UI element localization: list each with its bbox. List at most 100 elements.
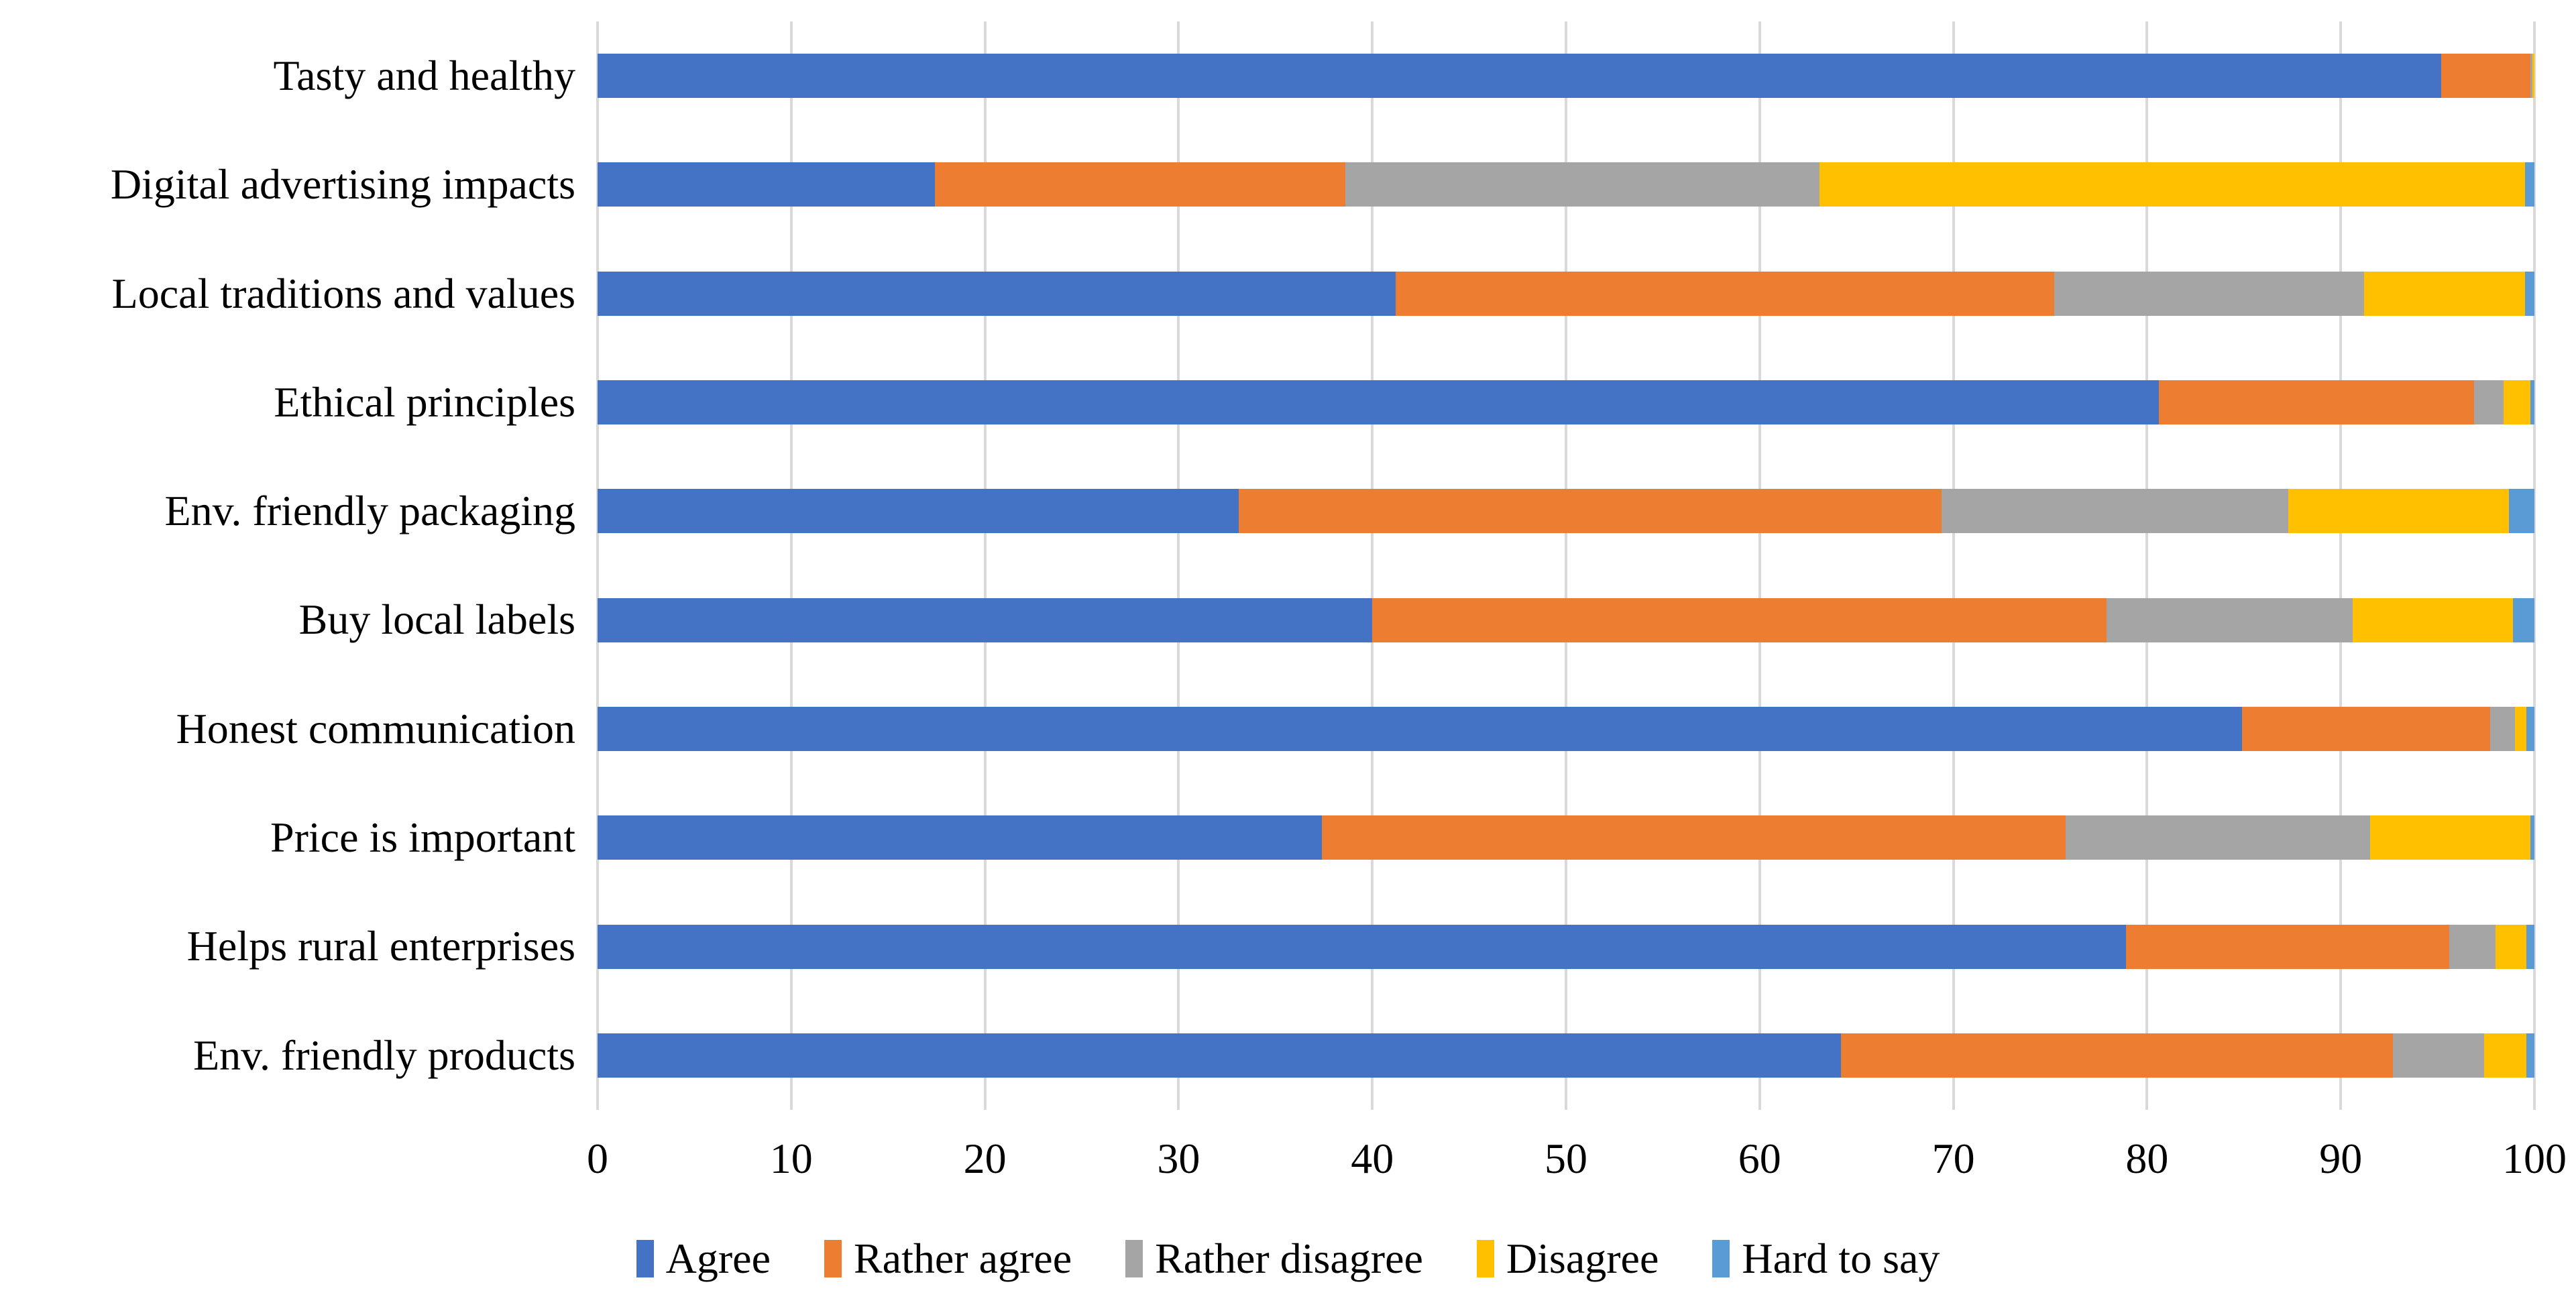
bar-price-is-important (598, 815, 2534, 860)
bar-segment-rather-disagree (2054, 271, 2364, 316)
gridline-100 (2533, 21, 2536, 1110)
legend-swatch-hard-to-say (1712, 1240, 1730, 1278)
bar-row-helps-rural-enterprises (598, 892, 2534, 1001)
bar-segment-rather-agree (1238, 489, 1942, 534)
bar-segment-rather-agree (934, 162, 1345, 207)
bars-layer (598, 21, 2534, 1110)
bar-segment-rather-agree (1395, 271, 2054, 316)
category-label-buy-local-labels: Buy local labels (298, 595, 575, 644)
x-tick-label-30: 30 (1157, 1135, 1200, 1182)
bar-segment-rather-disagree (2449, 924, 2496, 969)
bar-row-env-friendly-products (598, 1001, 2534, 1110)
x-tick-label-70: 70 (1931, 1135, 1975, 1182)
legend-item-rather-disagree: Rather disagree (1125, 1235, 1423, 1282)
category-label-honest-communication: Honest communication (176, 704, 575, 752)
category-label-digital-advertising-impacts: Digital advertising impacts (110, 160, 575, 209)
bar-row-buy-local-labels (598, 565, 2534, 674)
bar-segment-rather-agree (1841, 1033, 2394, 1078)
gridline-80 (2145, 21, 2149, 1110)
bar-segment-disagree (1819, 162, 2525, 207)
x-tick-label-90: 90 (2319, 1135, 2363, 1182)
category-label-ethical-principles: Ethical principles (274, 378, 575, 426)
bar-segment-rather-disagree (2489, 706, 2516, 751)
bar-segment-rather-disagree (2530, 54, 2533, 99)
bar-segment-hard-to-say (2524, 271, 2534, 316)
bar-segment-disagree (2496, 924, 2527, 969)
bar-segment-hard-to-say (2509, 489, 2534, 534)
bar-row-env-friendly-packaging (598, 457, 2534, 565)
bar-segment-agree (598, 815, 1323, 860)
bar-segment-hard-to-say (2526, 924, 2534, 969)
legend-item-disagree: Disagree (1476, 1235, 1659, 1282)
legend-item-hard-to-say: Hard to say (1712, 1235, 1940, 1282)
gridline-90 (2339, 21, 2343, 1110)
legend-label-rather-agree: Rather agree (853, 1235, 1072, 1282)
gridline-30 (1177, 21, 1180, 1110)
bar-segment-disagree (2369, 815, 2531, 860)
bar-segment-agree (598, 706, 2242, 751)
plot-area (596, 21, 2536, 1110)
legend-item-rather-agree: Rather agree (824, 1235, 1072, 1282)
bar-row-ethical-principles (598, 348, 2534, 457)
x-tick-label-20: 20 (963, 1135, 1007, 1182)
x-axis: 0 10 20 30 40 50 60 70 80 90 100 (587, 1135, 2567, 1196)
bar-digital-advertising-impacts (598, 162, 2534, 207)
legend-swatch-agree (636, 1240, 654, 1278)
category-label-env-friendly-products: Env. friendly products (193, 1031, 575, 1079)
x-tick-label-100: 100 (2502, 1135, 2567, 1182)
category-axis: Tasty and healthy Digital advertising imp… (0, 21, 575, 1110)
bar-segment-agree (598, 162, 935, 207)
bar-segment-rather-disagree (2106, 597, 2353, 642)
bar-segment-rather-agree (2125, 924, 2449, 969)
bar-row-tasty-and-healthy (598, 21, 2534, 130)
legend-swatch-rather-agree (824, 1240, 842, 1278)
bar-ethical-principles (598, 380, 2534, 425)
bar-segment-rather-disagree (2474, 380, 2504, 425)
x-tick-label-10: 10 (769, 1135, 813, 1182)
category-label-helps-rural-enterprises: Helps rural enterprises (186, 922, 575, 970)
bar-segment-agree (598, 489, 1239, 534)
bar-env-friendly-products (598, 1033, 2534, 1078)
bar-segment-hard-to-say (2513, 597, 2534, 642)
gridline-60 (1758, 21, 1761, 1110)
bar-segment-hard-to-say (2526, 706, 2534, 751)
bar-honest-communication (598, 706, 2534, 751)
bar-segment-rather-disagree (2066, 815, 2370, 860)
legend: Agree Rather agree Rather disagree Disagree… (0, 1235, 2576, 1282)
bar-segment-agree (598, 924, 2126, 969)
bar-row-local-traditions-and-values (598, 239, 2534, 348)
bar-buy-local-labels (598, 597, 2534, 642)
gridline-10 (789, 21, 793, 1110)
bar-segment-rather-agree (2158, 380, 2475, 425)
bar-segment-agree (598, 597, 1373, 642)
bar-segment-rather-agree (2441, 54, 2531, 99)
bar-helps-rural-enterprises (598, 924, 2534, 969)
bar-segment-hard-to-say (2526, 1033, 2534, 1078)
x-tick-label-40: 40 (1351, 1135, 1394, 1182)
bar-segment-disagree (2363, 271, 2525, 316)
legend-label-agree: Agree (665, 1235, 771, 1282)
gridline-0 (596, 21, 599, 1110)
bar-segment-rather-agree (1322, 815, 2066, 860)
bar-segment-agree (598, 54, 2442, 99)
bar-segment-hard-to-say (2530, 815, 2534, 860)
bar-segment-disagree (2352, 597, 2514, 642)
category-label-price-is-important: Price is important (270, 813, 575, 862)
bar-segment-rather-disagree (2393, 1033, 2484, 1078)
bar-row-price-is-important (598, 783, 2534, 892)
bar-segment-agree (598, 1033, 1842, 1078)
bar-segment-disagree (2515, 706, 2527, 751)
bar-segment-rather-disagree (1345, 162, 1820, 207)
category-label-env-friendly-packaging: Env. friendly packaging (164, 487, 575, 535)
legend-label-rather-disagree: Rather disagree (1155, 1235, 1423, 1282)
gridlines-layer (596, 21, 2536, 1110)
bar-segment-disagree (2483, 1033, 2527, 1078)
x-tick-label-0: 0 (587, 1135, 608, 1182)
bar-segment-disagree (2503, 380, 2531, 425)
bar-segment-agree (598, 380, 2159, 425)
bar-row-honest-communication (598, 675, 2534, 783)
gridline-40 (1371, 21, 1374, 1110)
legend-item-agree: Agree (636, 1235, 771, 1282)
bar-segment-hard-to-say (2530, 380, 2534, 425)
